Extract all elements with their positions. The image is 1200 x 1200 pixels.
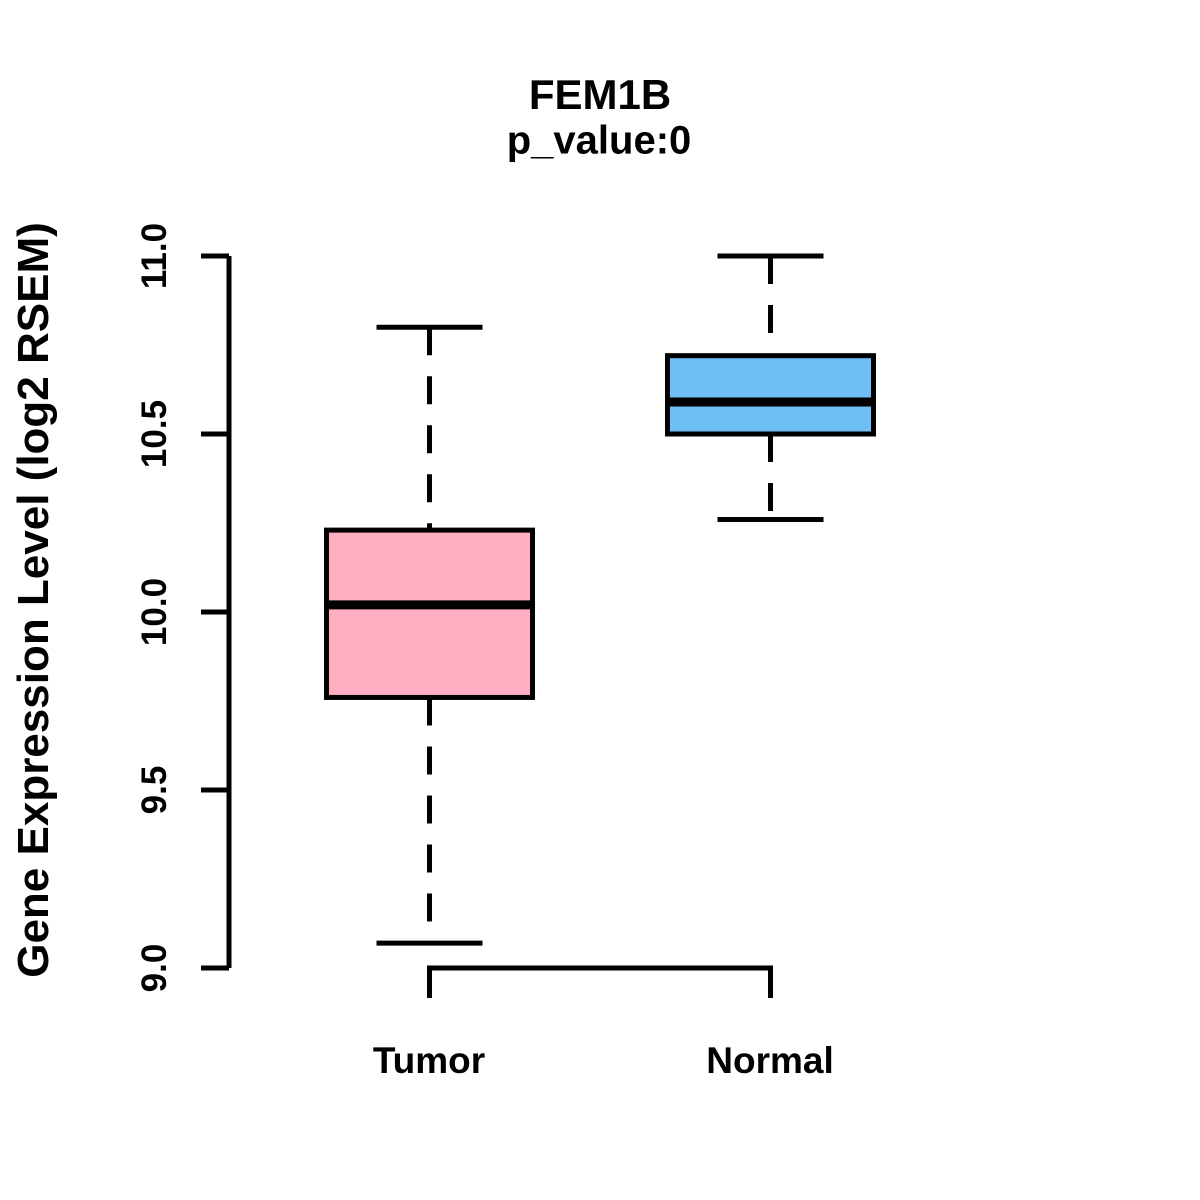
x-group-label-tumor: Tumor <box>372 1040 486 1081</box>
chart-subtitle: p_value:0 <box>506 118 692 163</box>
tumor-iqr-box <box>324 527 535 700</box>
chart-title: FEM1B <box>528 71 672 118</box>
x-group-label-normal: Normal <box>706 1040 834 1081</box>
normal-iqr-box <box>665 353 876 437</box>
x-axis-bracket <box>427 965 773 998</box>
